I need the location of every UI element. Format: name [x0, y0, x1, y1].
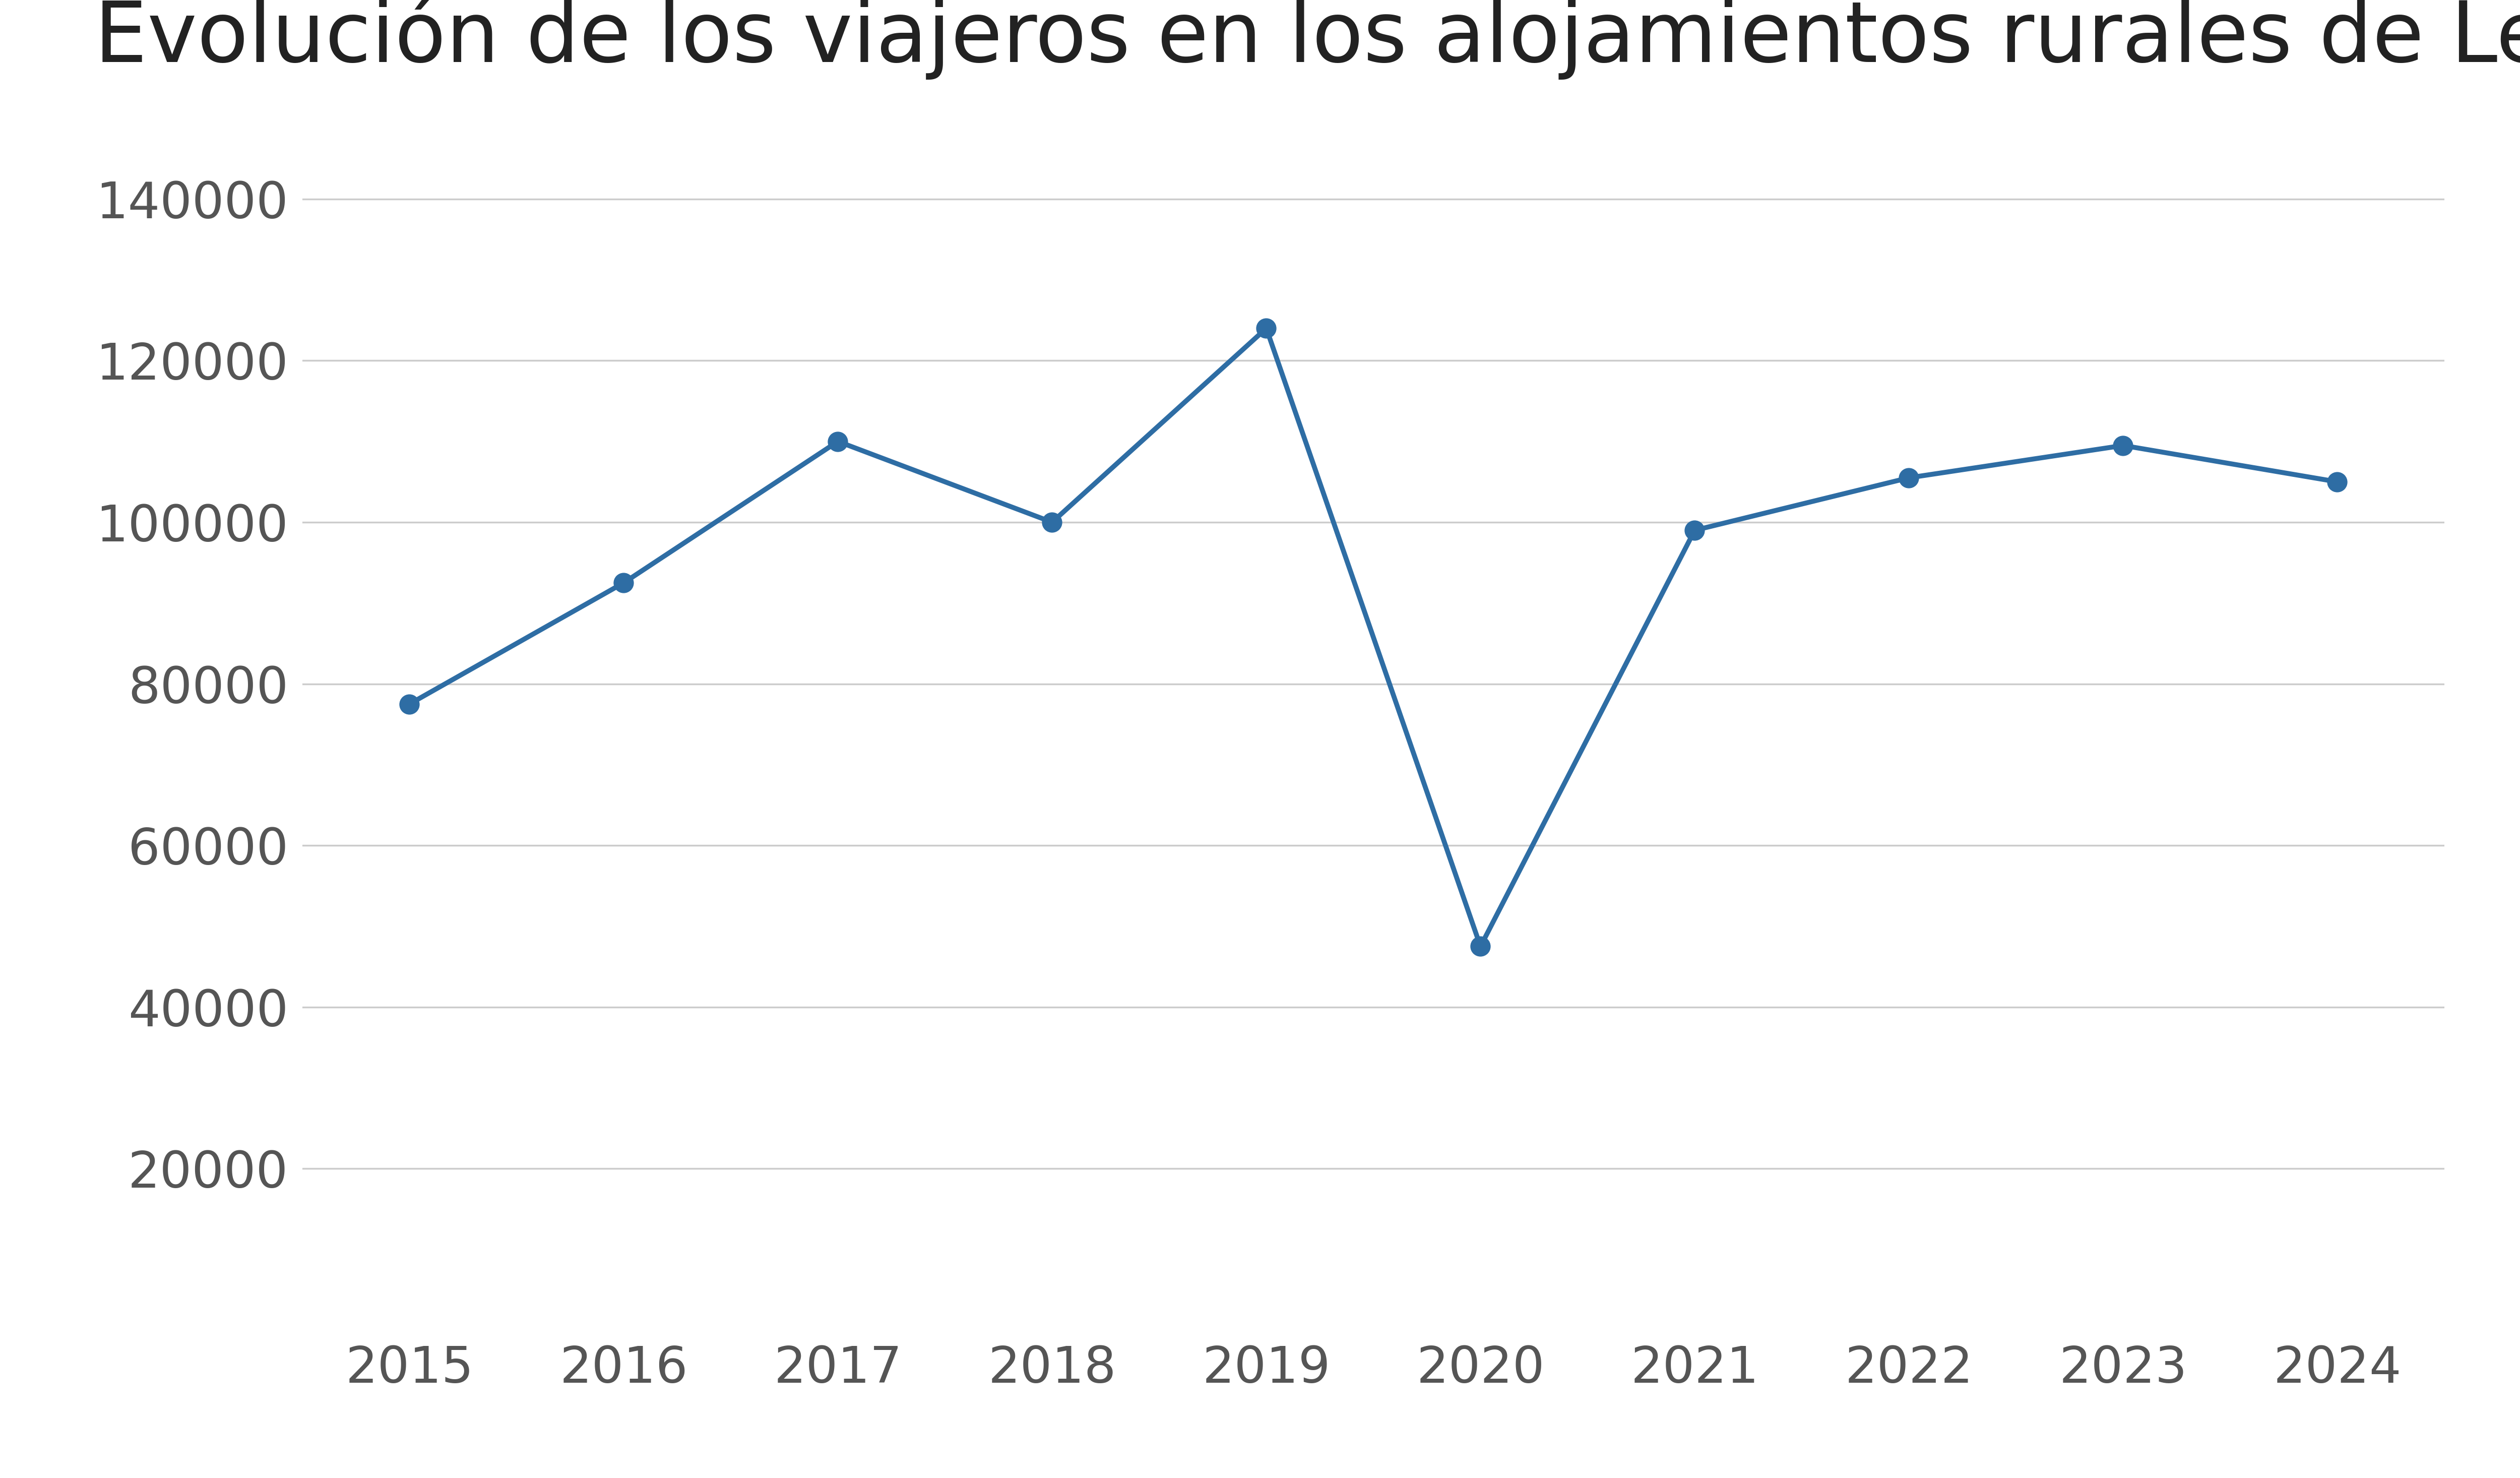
Title: Evolución de los viajeros en los alojamientos rurales de León: Evolución de los viajeros en los alojami… — [93, 0, 2520, 80]
